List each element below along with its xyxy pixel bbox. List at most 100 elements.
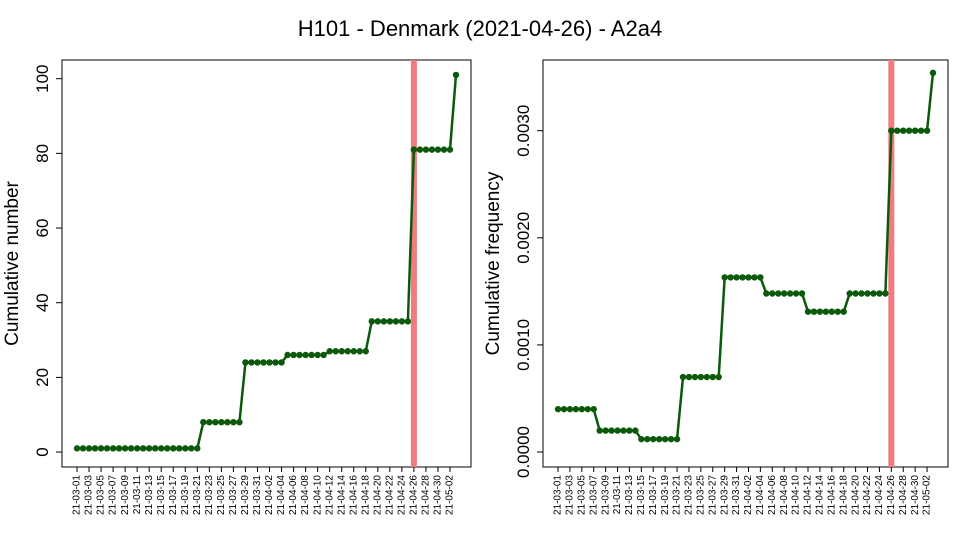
series-point xyxy=(667,435,675,443)
series-point xyxy=(739,274,746,281)
series-point xyxy=(79,445,87,452)
series-point xyxy=(350,348,357,355)
series-point xyxy=(212,418,219,426)
x-tick-label: 21-03-15 xyxy=(156,475,167,515)
y-tick-label: 20 xyxy=(33,368,52,387)
x-tick-label: 21-04-16 xyxy=(826,475,837,515)
series-point xyxy=(703,373,711,381)
x-tick-label: 21-03-21 xyxy=(192,475,203,515)
series-point xyxy=(73,445,81,452)
x-tick-label: 21-03-25 xyxy=(216,475,227,515)
x-tick-label: 21-04-10 xyxy=(312,475,323,515)
series-point xyxy=(109,445,117,452)
series-point xyxy=(176,445,183,452)
x-tick-label: 21-03-21 xyxy=(672,475,683,515)
series-point xyxy=(121,445,129,452)
series-point xyxy=(614,427,621,434)
series-point xyxy=(218,418,225,426)
series-point xyxy=(326,348,333,355)
series-point xyxy=(302,351,309,359)
x-tick-label: 21-03-27 xyxy=(228,475,239,515)
x-tick-label: 21-03-03 xyxy=(565,475,576,515)
x-tick-label: 21-03-23 xyxy=(684,475,695,515)
series-point xyxy=(697,373,705,381)
x-tick-label: 21-04-26 xyxy=(409,475,420,515)
x-tick-label: 21-04-18 xyxy=(360,475,371,515)
y-tick-label: 60 xyxy=(33,219,52,238)
series-point xyxy=(206,418,213,426)
series-point xyxy=(572,405,580,413)
x-tick-label: 21-03-19 xyxy=(660,475,671,515)
series-point xyxy=(158,445,165,452)
y-axis-label: Cumulative frequency xyxy=(483,171,504,355)
series-point xyxy=(638,435,645,443)
series-point xyxy=(929,69,937,77)
series-point xyxy=(673,435,681,443)
series-point xyxy=(596,427,603,434)
series-point xyxy=(242,359,249,366)
x-tick-label: 21-03-09 xyxy=(600,475,611,515)
series-point xyxy=(733,274,740,281)
series-point xyxy=(230,418,237,426)
series-point xyxy=(422,146,430,153)
series-point xyxy=(103,445,111,452)
series-point xyxy=(608,427,615,434)
series-point xyxy=(661,435,669,443)
x-tick-label: 21-03-07 xyxy=(108,475,119,515)
x-tick-label: 21-03-17 xyxy=(648,475,659,515)
series-point xyxy=(374,318,381,325)
series-point xyxy=(626,427,633,434)
x-tick-label: 21-03-05 xyxy=(96,475,107,515)
x-tick-label: 21-04-30 xyxy=(433,475,444,515)
series-point xyxy=(398,318,406,325)
series-point xyxy=(876,290,883,297)
x-tick-label: 21-04-22 xyxy=(862,475,873,515)
series-point xyxy=(709,373,716,381)
x-tick-label: 21-03-11 xyxy=(132,475,143,515)
series-point xyxy=(584,405,591,413)
plot-box xyxy=(542,59,949,468)
series-line xyxy=(558,72,935,441)
series-point xyxy=(145,445,153,452)
x-tick-label: 21-04-06 xyxy=(767,475,778,515)
series-point xyxy=(846,290,853,297)
series-point xyxy=(632,427,639,434)
series-point xyxy=(97,445,105,452)
series-point xyxy=(775,290,782,297)
series-point xyxy=(882,290,889,297)
x-tick-label: 21-03-19 xyxy=(180,475,191,515)
series-point xyxy=(620,427,627,434)
series-point xyxy=(152,445,159,452)
series-point xyxy=(751,274,758,281)
x-tick-label: 21-03-07 xyxy=(588,475,599,515)
series-point xyxy=(864,290,871,297)
series-point xyxy=(332,348,339,355)
series-point xyxy=(769,290,776,297)
x-tick-label: 21-03-17 xyxy=(168,475,179,515)
series-point xyxy=(804,308,812,315)
series-point xyxy=(888,127,895,134)
x-tick-label: 21-03-13 xyxy=(624,475,635,515)
y-tick-label: 0 xyxy=(33,447,52,456)
y-tick-label: 100 xyxy=(33,64,52,92)
series-point xyxy=(792,290,800,297)
x-tick-label: 21-04-20 xyxy=(372,475,383,515)
series-point xyxy=(380,318,388,325)
y-tick-label: 0.0030 xyxy=(514,105,533,157)
series-point xyxy=(278,359,285,366)
x-tick-label: 21-04-20 xyxy=(850,475,861,515)
series-point xyxy=(578,405,586,413)
x-tick-label: 21-03-03 xyxy=(84,475,95,515)
series-point xyxy=(314,351,321,359)
series-point xyxy=(650,435,657,443)
series-point xyxy=(685,373,693,381)
y-tick-label: 0.0010 xyxy=(514,319,533,371)
x-tick-label: 21-04-16 xyxy=(348,475,359,515)
series-point xyxy=(356,348,363,355)
x-tick-label: 21-04-04 xyxy=(276,475,287,515)
series-point xyxy=(139,445,147,452)
series-point xyxy=(338,348,345,355)
series-point xyxy=(721,274,728,281)
y-tick-label: 80 xyxy=(33,144,52,163)
y-tick-label: 0.0020 xyxy=(514,212,533,264)
